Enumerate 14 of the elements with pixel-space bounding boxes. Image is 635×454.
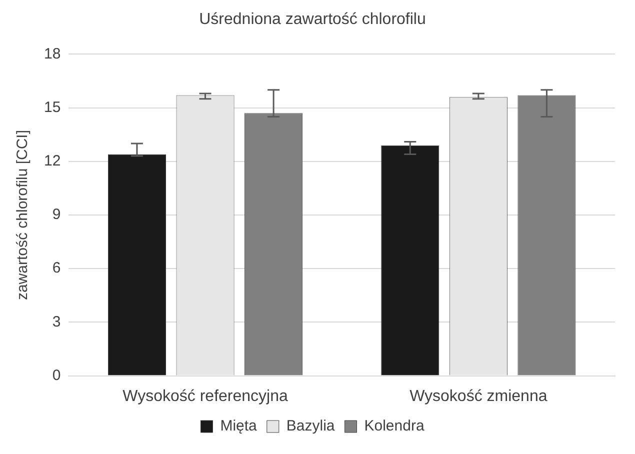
y-tick-label: 12 <box>44 152 61 170</box>
x-tick-label: Wysokość referencyjna <box>122 388 288 405</box>
x-tick-label: Wysokość zmienna <box>410 388 548 405</box>
legend-label: Mięta <box>220 418 258 435</box>
legend-label: Kolendra <box>364 418 425 435</box>
y-tick-label: 6 <box>52 260 61 277</box>
y-tick-label: 9 <box>52 206 61 224</box>
legend-label: Bazylia <box>286 418 336 435</box>
y-tick-label: 3 <box>52 313 61 330</box>
chart-title: Uśredniona zawartość chlorofilu <box>199 11 426 28</box>
y-tick-label: 15 <box>44 98 61 116</box>
y-tick-label: 0 <box>52 366 61 384</box>
y-tick-label: 18 <box>44 45 61 62</box>
y-axis-title: zawartość chlorofilu [CCI] <box>14 130 32 300</box>
